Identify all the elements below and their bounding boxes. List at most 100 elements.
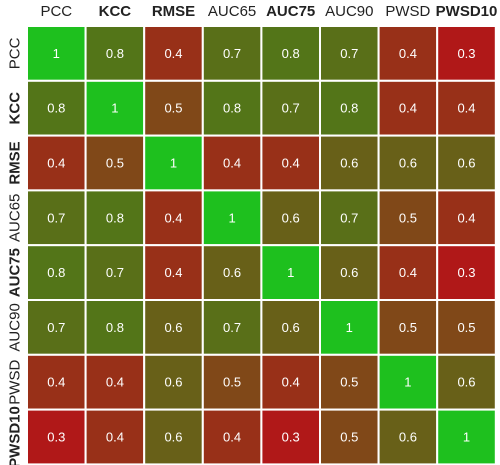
cell-value-label-pwsd10-kcc: 0.4	[106, 430, 124, 445]
y-tick-label-rmse: RMSE	[7, 141, 24, 184]
cell-value-label-pwsd-pcc: 0.4	[47, 375, 65, 390]
heatmap-cell-rmse-auc65	[201, 134, 263, 192]
cell-value-label-auc65-auc90: 0.7	[340, 210, 358, 225]
cell-value-label-pwsd-auc75: 0.4	[282, 375, 300, 390]
y-tick-label-pwsd10: PWSD10	[7, 406, 24, 465]
cell-value-label-rmse-kcc: 0.5	[106, 156, 124, 171]
cell-value-label-pwsd-auc90: 0.5	[340, 375, 358, 390]
heatmap-cell-pwsd10-auc90	[319, 408, 380, 465]
heatmap-cell-pwsd-kcc	[84, 353, 146, 411]
cell-value-label-pwsd-pwsd10: 0.6	[457, 375, 475, 390]
heatmap-cell-pwsd-pwsd10	[436, 353, 497, 411]
cell-value-label-auc75-auc75: 1	[287, 265, 294, 280]
heatmap-cell-auc90-kcc	[84, 299, 146, 356]
heatmap-cell-auc65-pwsd	[377, 189, 439, 247]
cell-value-label-rmse-auc65: 0.4	[223, 156, 241, 171]
cell-value-label-pcc-rmse: 0.4	[164, 46, 182, 61]
heatmap-cell-pwsd10-pwsd10	[436, 408, 497, 465]
cell-value-label-kcc-pwsd: 0.4	[399, 101, 417, 116]
heatmap-cell-rmse-auc90	[319, 134, 380, 192]
y-tick-label-pcc: PCC	[7, 37, 24, 69]
cell-value-label-auc75-pcc: 0.8	[47, 265, 65, 280]
cell-value-label-rmse-rmse: 1	[170, 156, 177, 171]
y-tick-label-kcc: KCC	[7, 92, 24, 125]
heatmap-cell-kcc-pwsd10	[436, 79, 497, 137]
heatmap-cell-auc75-auc65	[201, 244, 263, 301]
cell-value-label-kcc-auc90: 0.8	[340, 101, 358, 116]
cell-value-label-kcc-auc65: 0.8	[223, 101, 241, 116]
cell-value-label-pcc-pwsd: 0.4	[399, 46, 417, 61]
cell-value-label-pcc-pcc: 1	[53, 46, 60, 61]
cell-value-label-pwsd10-pwsd: 0.6	[399, 430, 417, 445]
cell-value-label-pcc-auc90: 0.7	[340, 46, 358, 61]
cell-value-label-auc65-pwsd: 0.5	[399, 210, 417, 225]
cell-value-label-auc65-kcc: 0.8	[106, 210, 124, 225]
heatmap-cell-rmse-auc75	[260, 134, 321, 192]
cell-value-label-pwsd10-auc75: 0.3	[282, 430, 300, 445]
cell-value-label-kcc-pcc: 0.8	[47, 101, 65, 116]
heatmap-cell-pwsd10-pcc	[26, 408, 87, 465]
cell-value-label-auc90-pwsd: 0.5	[399, 320, 417, 335]
cell-value-label-pwsd10-auc90: 0.5	[340, 430, 358, 445]
cell-value-label-rmse-pwsd10: 0.6	[457, 156, 475, 171]
y-tick-label-auc90: AUC90	[7, 303, 24, 351]
cell-value-label-auc90-pwsd10: 0.5	[457, 320, 475, 335]
x-tick-label-pcc: PCC	[40, 3, 72, 20]
cell-value-label-pwsd-kcc: 0.4	[106, 375, 124, 390]
x-tick-label-rmse: RMSE	[152, 3, 195, 20]
cell-value-label-auc75-auc65: 0.6	[223, 265, 241, 280]
y-tick-label-auc65: AUC65	[7, 194, 24, 242]
heatmap-cell-pwsd10-rmse	[143, 408, 204, 465]
cell-value-label-auc90-kcc: 0.8	[106, 320, 124, 335]
cell-value-label-pwsd10-rmse: 0.6	[164, 430, 182, 445]
heatmap-cell-pcc-pcc	[26, 25, 87, 82]
heatmap-cell-pcc-pwsd10	[436, 25, 497, 82]
cell-value-label-auc75-kcc: 0.7	[106, 265, 124, 280]
cell-value-label-auc75-pwsd10: 0.3	[457, 265, 475, 280]
y-tick-label-auc75: AUC75	[7, 248, 24, 297]
heatmap-cell-pwsd10-auc65	[201, 408, 263, 465]
heatmap-cell-auc65-rmse	[143, 189, 204, 247]
heatmap-cell-pwsd-pwsd	[377, 353, 439, 411]
cell-value-label-rmse-auc90: 0.6	[340, 156, 358, 171]
cell-value-label-pcc-auc75: 0.8	[282, 46, 300, 61]
cell-value-label-auc65-pwsd10: 0.4	[457, 210, 475, 225]
cell-value-label-auc90-rmse: 0.6	[164, 320, 182, 335]
cell-value-label-rmse-pwsd: 0.6	[399, 156, 417, 171]
heatmap-cell-pwsd-rmse	[143, 353, 204, 411]
heatmap-cell-kcc-kcc	[84, 79, 146, 137]
heatmap-cell-rmse-rmse	[143, 134, 204, 192]
cell-value-label-auc65-pcc: 0.7	[47, 210, 65, 225]
cell-value-label-auc90-auc65: 0.7	[223, 320, 241, 335]
x-tick-label-kcc: KCC	[99, 3, 132, 20]
heatmap-cells: 1 0.8 0.4 0.7 0.8 0.7 0.4 0.3 0.8 1 0.5 0.8 0.7 0.8 0.…	[26, 25, 497, 465]
cell-value-label-kcc-pwsd10: 0.4	[457, 101, 475, 116]
cell-value-label-kcc-kcc: 1	[111, 101, 118, 116]
cell-value-label-auc65-rmse: 0.4	[164, 210, 182, 225]
cell-value-label-auc90-pcc: 0.7	[47, 320, 65, 335]
cell-value-label-rmse-auc75: 0.4	[282, 156, 300, 171]
cell-value-label-rmse-pcc: 0.4	[47, 156, 65, 171]
cell-value-label-pwsd10-pcc: 0.3	[47, 430, 65, 445]
x-tick-label-auc90: AUC90	[325, 3, 373, 20]
heatmap-cell-auc65-auc75	[260, 189, 321, 247]
heatmap-cell-pcc-auc90	[319, 25, 380, 82]
heatmap-cell-rmse-pwsd10	[436, 134, 497, 192]
cell-value-label-auc65-auc75: 0.6	[282, 210, 300, 225]
cell-value-label-auc75-pwsd: 0.4	[399, 265, 417, 280]
heatmap-cell-pwsd-pcc	[26, 353, 87, 411]
heatmap-cell-kcc-auc65	[201, 79, 263, 137]
x-axis-tick-labels: PCC KCC RMSE AUC65 AUC75 AUC90 PWSD PWSD10	[40, 3, 497, 20]
cell-value-label-pwsd10-pwsd10: 1	[463, 430, 470, 445]
heatmap-cell-pwsd10-auc75	[260, 408, 321, 465]
cell-value-label-pwsd10-auc65: 0.4	[223, 430, 241, 445]
cell-value-label-pcc-auc65: 0.7	[223, 46, 241, 61]
x-tick-label-auc75: AUC75	[266, 3, 315, 20]
heatmap-cell-pwsd-auc90	[319, 353, 380, 411]
cell-value-label-auc75-rmse: 0.4	[164, 265, 182, 280]
cell-value-label-auc90-auc90: 1	[346, 320, 353, 335]
heatmap-cell-kcc-auc90	[319, 79, 380, 137]
cell-value-label-auc65-auc65: 1	[228, 210, 235, 225]
y-tick-label-pwsd: PWSD	[7, 360, 24, 405]
